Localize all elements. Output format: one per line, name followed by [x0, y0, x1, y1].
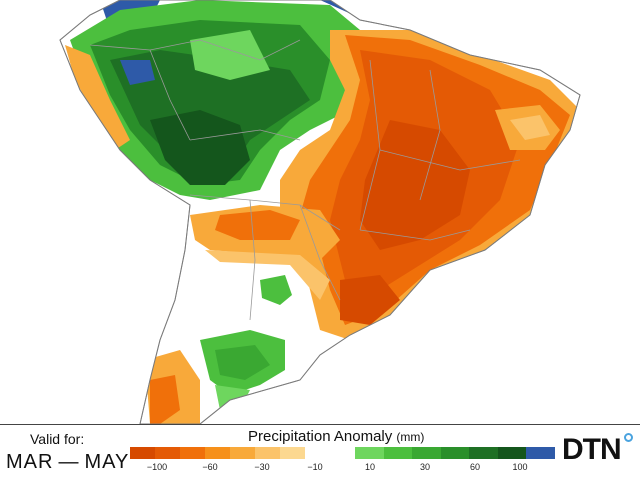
legend-title-text: Precipitation Anomaly	[248, 428, 393, 445]
anomaly-wet-20-argentina-north	[260, 275, 292, 305]
anomaly-dry-10-band	[205, 250, 330, 300]
valid-for-label: Valid for:	[30, 431, 85, 447]
legend-swatch-wet-2	[412, 447, 441, 459]
legend-tick-label: −10	[307, 462, 323, 472]
anomaly-dry-100-south	[340, 275, 400, 325]
legend-swatch-wet-6	[526, 447, 555, 459]
anomaly-wet-45-argentina-south	[215, 345, 270, 380]
legend-swatch-wet-0	[355, 447, 384, 459]
map-footer: Valid for: MAR — MAY Precipitation Anoma…	[0, 424, 640, 481]
anomaly-dry-60-band	[215, 210, 300, 240]
legend-swatch-dry-6	[280, 447, 305, 459]
legend-swatch-wet-3	[440, 447, 469, 459]
legend-tick-label: 30	[419, 462, 431, 472]
legend-swatch-wet-5	[497, 447, 526, 459]
legend-swatch-dry-1	[155, 447, 180, 459]
legend-swatch-dry-2	[180, 447, 205, 459]
legend-tick-label: −100	[146, 462, 168, 472]
dtn-logo: DTN	[562, 433, 622, 466]
anomaly-wet-80-amazon	[150, 110, 250, 185]
legend-swatch-wet-4	[469, 447, 498, 459]
legend-title: Precipitation Anomaly (mm)	[248, 428, 424, 445]
anomaly-wet-100-colombia	[120, 60, 155, 85]
legend-swatch-dry-3	[205, 447, 230, 459]
anomaly-wet-10-amazon-patch	[190, 30, 270, 80]
anomaly-dry-100-brazil	[360, 120, 470, 250]
legend-unit: (mm)	[396, 430, 425, 444]
legend-tick-label: 100	[512, 462, 528, 472]
anomaly-dry-10-northeast-patch	[510, 115, 550, 140]
land-outline	[59, 0, 581, 424]
valid-range-text: MAR — MAY	[6, 451, 130, 473]
legend-swatch-dry-4	[230, 447, 255, 459]
anomaly-dry-60-patagonia	[150, 375, 180, 424]
anomaly-dry-30-west-coast	[65, 45, 130, 150]
map-canvas	[59, 0, 581, 424]
legend-tick-label: −60	[202, 462, 218, 472]
country-borders	[89, 39, 521, 321]
legend-swatch-wet-1	[383, 447, 412, 459]
legend-tick-label: −30	[254, 462, 270, 472]
logo-dot-icon	[624, 433, 633, 442]
legend-tick-label: 10	[364, 462, 376, 472]
legend-swatch-dry-5	[255, 447, 280, 459]
precipitation-anomaly-map	[59, 0, 581, 424]
legend-tick-label: 60	[469, 462, 481, 472]
legend-swatch-dry-0	[130, 447, 155, 459]
